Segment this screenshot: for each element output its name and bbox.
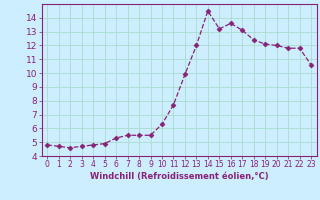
- X-axis label: Windchill (Refroidissement éolien,°C): Windchill (Refroidissement éolien,°C): [90, 172, 268, 181]
